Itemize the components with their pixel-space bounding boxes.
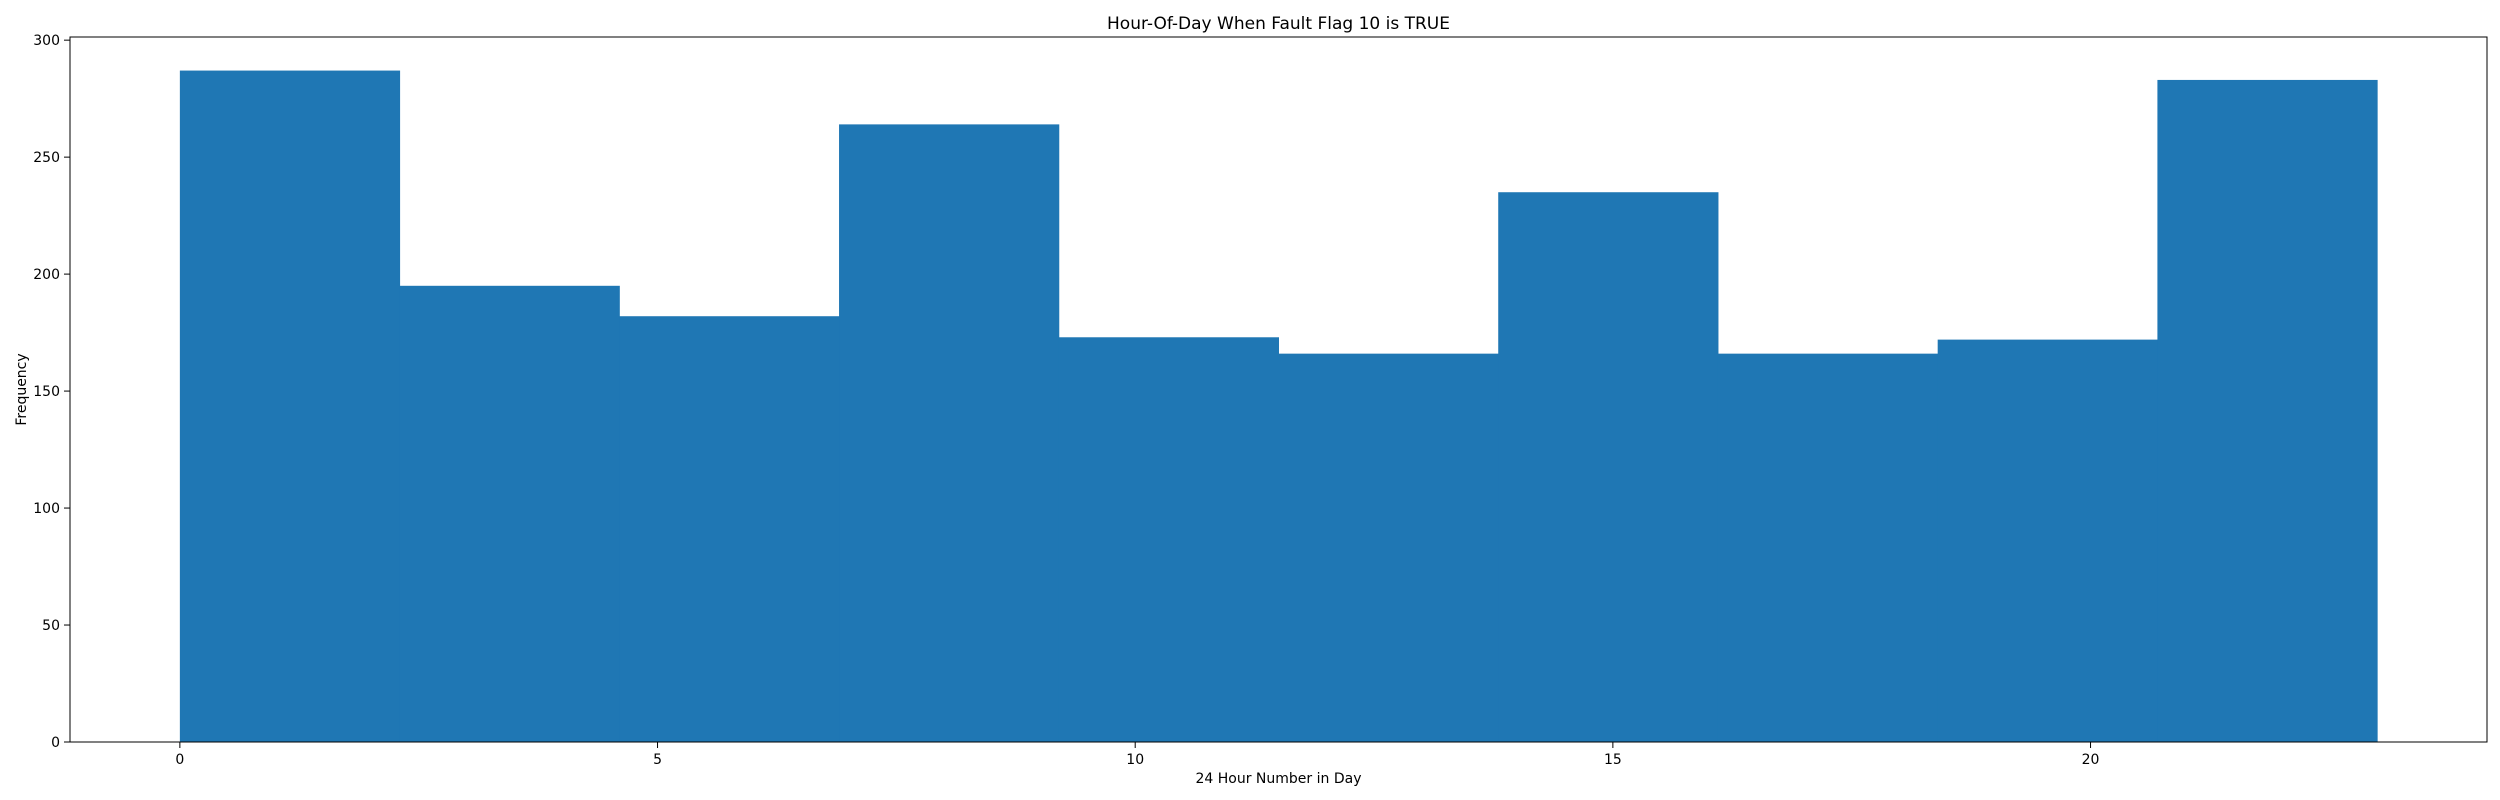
x-tick-label: 10 (1126, 752, 1144, 768)
histogram-bar (1498, 192, 1719, 742)
histogram-bar (179, 70, 401, 743)
histogram-bar (1278, 353, 1499, 742)
y-axis-ticks: 0 50 100 150 200 250 300 (33, 33, 70, 751)
x-tick-label: 15 (1604, 752, 1622, 768)
histogram-bar (2157, 79, 2378, 742)
y-tick-label: 0 (51, 735, 60, 751)
x-tick-label: 0 (175, 752, 184, 768)
histogram-bar (1058, 337, 1279, 742)
x-tick-label: 5 (653, 752, 662, 768)
y-tick-label: 300 (33, 33, 60, 49)
y-tick-label: 150 (33, 384, 60, 400)
y-tick-label: 250 (33, 150, 60, 166)
y-axis-label: Frequency (14, 353, 30, 425)
plot-frame (69, 36, 2488, 743)
histogram-bar (619, 316, 840, 742)
bars-group (179, 70, 2378, 743)
histogram-bar (1717, 353, 1939, 742)
chart-title: Hour-Of-Day When Fault Flag 10 is TRUE (1107, 14, 1450, 34)
y-tick-label: 200 (33, 267, 60, 283)
x-axis-ticks: 0 5 10 15 20 (175, 742, 2099, 768)
histogram-bar (839, 124, 1060, 743)
y-tick-label: 100 (33, 501, 60, 517)
x-tick-label: 20 (2082, 752, 2100, 768)
x-axis-label: 24 Hour Number in Day (1196, 771, 1362, 787)
histogram-bar (1937, 339, 2158, 742)
y-tick-label: 50 (42, 618, 60, 634)
histogram-bar (399, 285, 620, 742)
